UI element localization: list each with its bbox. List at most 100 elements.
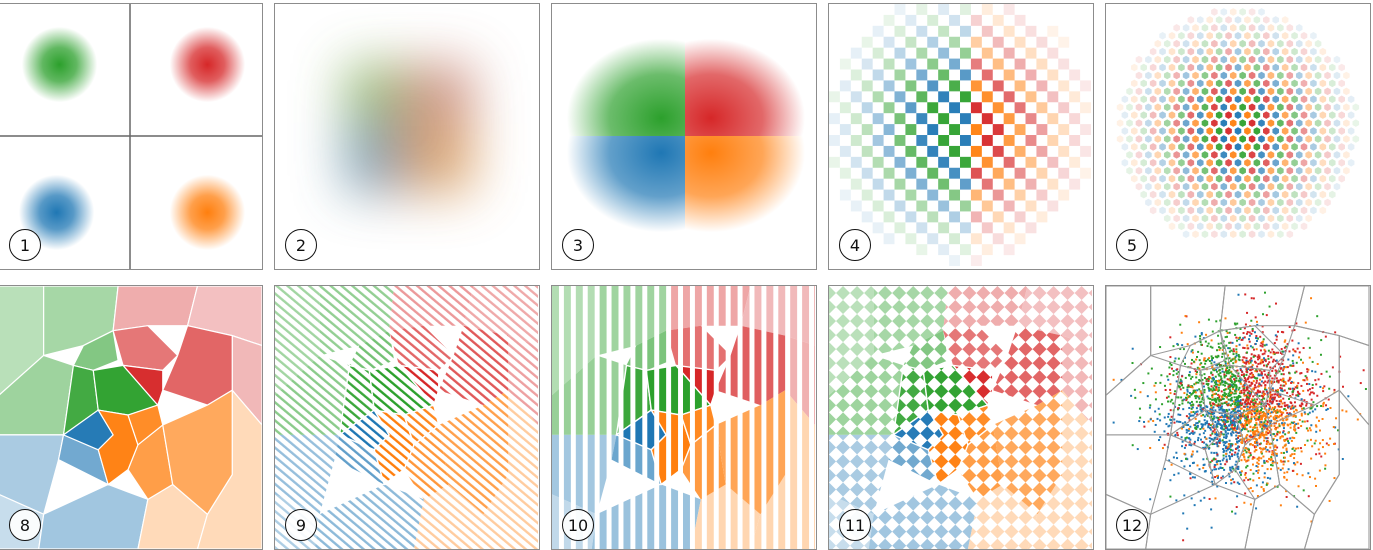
scatter-dot [1255,439,1258,442]
scatter-dot [1345,410,1348,413]
hex-cell [1319,143,1327,151]
scatter-dot [1288,372,1291,375]
scatter-dot [1243,428,1246,431]
scatter-dot [1217,422,1220,425]
scatter-dot [1315,453,1318,456]
scatter-dot [1269,415,1272,418]
scatter-dot [1266,482,1269,485]
scatter-dot [1246,311,1249,314]
scatter-dot [1226,446,1229,449]
scatter-dot [1220,405,1223,408]
scatter-dot [1265,375,1268,378]
scatter-dot [1280,330,1283,333]
scatter-dot [1196,371,1199,374]
scatter-dot [1293,449,1296,452]
scatter-dot [1235,431,1238,434]
hex-cell [1140,79,1147,88]
scatter-dot [1268,450,1271,453]
scatter-dot [1244,417,1247,420]
scatter-dot [1200,352,1203,355]
checker-cell [1047,47,1059,59]
scatter-dot [1286,437,1289,440]
scatter-dot [1291,393,1294,396]
scatter-dot [1295,361,1298,364]
scatter-dot [1120,378,1123,381]
voronoi-outline [1145,483,1256,549]
hex-cell [1333,119,1341,127]
scatter-dot [1276,403,1279,406]
scatter-dot [1185,431,1188,434]
scatter-dot [1250,359,1253,362]
scatter-dot [1234,356,1237,359]
scatter-dot [1216,443,1219,446]
panel-2-graphic [344,63,474,193]
hex-cell [1211,166,1218,175]
scatter-dot [1236,431,1239,434]
scatter-dot [1154,398,1157,401]
scatter-dot [1233,421,1236,424]
scatter-dot [1218,400,1221,403]
scatter-dot [1227,392,1230,395]
hex-cell [1163,39,1171,48]
scatter-dot [1252,456,1255,459]
scatter-dot [1255,392,1258,395]
scatter-dot [1273,417,1276,420]
checker-cell [1080,124,1092,136]
scatter-dot [1297,426,1300,429]
scatter-dot [1222,454,1225,457]
scatter-dot [1215,392,1218,395]
scatter-dot [1233,381,1236,384]
scatter-dot [1245,386,1248,389]
scatter-dot [1194,397,1197,400]
scatter-dot [1216,404,1219,407]
scatter-dot [1267,441,1270,444]
hex-cell [1277,198,1284,207]
scatter-dot [1197,381,1200,384]
scatter-dot [1198,321,1201,324]
scatter-dot [1188,374,1191,377]
scatter-dot [1193,476,1196,479]
panel-1-graphic [0,4,262,269]
scatter-dot [1323,385,1326,388]
voronoi-cell [680,404,717,446]
scatter-dot [1229,341,1232,344]
hex-cell [1263,190,1270,199]
panel-number-badge: 5 [1116,229,1148,261]
scatter-dot [1265,427,1268,430]
scatter-dot [1249,361,1252,364]
scatter-dot [1249,503,1252,506]
scatter-dot [1189,477,1192,480]
scatter-dot [1166,375,1169,378]
scatter-dot [1291,390,1294,393]
scatter-dot [1216,397,1219,400]
hex-cell [1182,103,1190,111]
scatter-dot [1171,367,1173,370]
scatter-dot [1259,447,1262,450]
scatter-dot [1271,406,1274,409]
hex-cell [1300,111,1308,119]
scatter-dot [1244,492,1247,495]
scatter-dot [1292,348,1295,351]
scatter-dot [1283,346,1286,349]
voronoi-cell [473,390,539,549]
hex-cell [1187,79,1195,88]
scatter-dot [1200,423,1203,426]
scatter-dot [1281,350,1284,353]
scatter-dot [1308,411,1311,414]
scatter-dot [1287,379,1290,382]
scatter-dot [1234,398,1237,401]
scatter-dot [1255,417,1258,420]
scatter-dot [1252,406,1255,409]
scatter-dot [1218,441,1221,444]
scatter-dot [1305,402,1308,405]
scatter-dot [1255,422,1258,425]
hex-cell [1286,151,1294,159]
scatter-dot [1264,417,1267,420]
scatter-dot [1256,377,1259,380]
hex-cell [1267,214,1275,223]
scatter-dot [1269,351,1272,354]
hex-cell [1159,159,1166,167]
scatter-dot [1277,405,1280,408]
checker-cell [1058,189,1070,201]
scatter-dot [1278,395,1281,398]
